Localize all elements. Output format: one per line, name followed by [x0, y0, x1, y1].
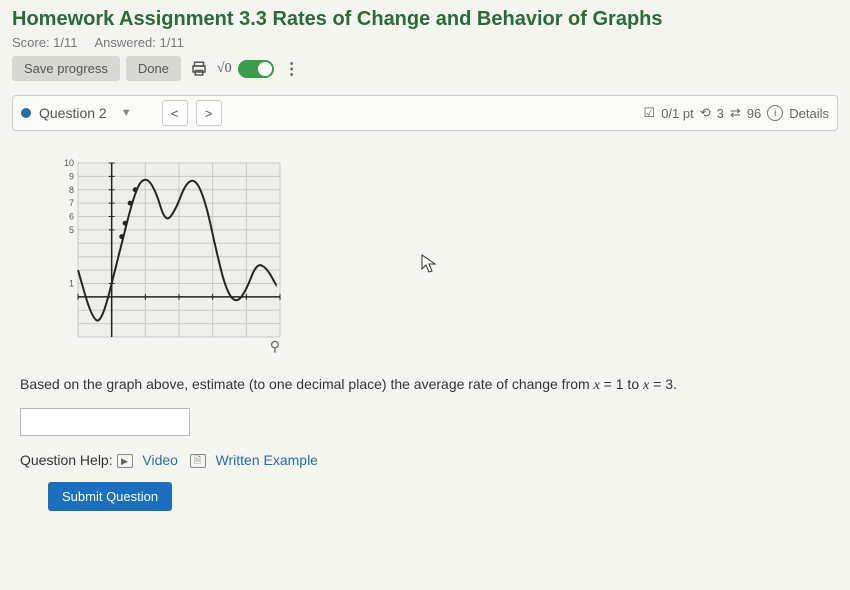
details-button[interactable]: Details: [789, 106, 829, 121]
retry-icon: ⟲: [700, 105, 711, 121]
question-label: Question 2: [39, 105, 107, 121]
done-button[interactable]: Done: [126, 56, 181, 81]
more-menu-icon[interactable]: ⋮: [280, 57, 304, 81]
svg-text:9: 9: [69, 171, 74, 181]
question-status-dot: [21, 108, 31, 118]
next-question-button[interactable]: >: [196, 100, 222, 126]
question-dropdown-icon[interactable]: ▼: [115, 107, 138, 119]
document-icon: 🗎: [190, 454, 206, 468]
score-text: Score: 1/11: [12, 35, 78, 50]
written-example-link[interactable]: Written Example: [216, 452, 318, 468]
save-progress-button[interactable]: Save progress: [12, 56, 120, 81]
print-icon[interactable]: [187, 57, 211, 81]
math-toggle-label: √0: [217, 57, 232, 81]
similar-text: 96: [747, 106, 761, 121]
svg-text:6: 6: [69, 212, 74, 222]
check-icon: ☑: [644, 105, 656, 121]
svg-text:⚲: ⚲: [270, 338, 280, 354]
answered-text: Answered: 1/11: [94, 35, 183, 50]
points-text: 0/1 pt: [661, 106, 694, 121]
swap-icon: ⇄: [730, 105, 741, 121]
info-icon: i: [767, 105, 783, 121]
graph: 1 5 6 7 8 9 10 ⚲: [50, 155, 830, 360]
svg-text:7: 7: [69, 198, 74, 208]
svg-text:10: 10: [64, 158, 74, 168]
question-bar: Question 2 ▼ < > ☑ 0/1 pt ⟲ 3 ⇄ 96 i Det…: [12, 95, 838, 131]
question-content: 1 5 6 7 8 9 10 ⚲ Based on the graph above, esti…: [0, 139, 850, 519]
video-icon: ▶: [117, 454, 133, 468]
svg-text:1: 1: [69, 278, 74, 288]
prev-question-button[interactable]: <: [162, 100, 188, 126]
answer-input[interactable]: [20, 408, 190, 436]
math-input-toggle[interactable]: [238, 60, 274, 78]
submit-question-button[interactable]: Submit Question: [48, 482, 172, 511]
question-prompt: Based on the graph above, estimate (to o…: [20, 374, 830, 396]
attempts-text: 3: [717, 106, 724, 121]
svg-text:8: 8: [69, 185, 74, 195]
question-help: Question Help: ▶ Video 🗎 Written Example: [20, 452, 830, 468]
page-title: Homework Assignment 3.3 Rates of Change …: [12, 8, 838, 31]
status-line: Score: 1/11 Answered: 1/11: [12, 35, 838, 50]
toolbar: Save progress Done √0 ⋮: [12, 56, 838, 81]
svg-text:5: 5: [69, 225, 74, 235]
video-link[interactable]: Video: [142, 452, 178, 468]
